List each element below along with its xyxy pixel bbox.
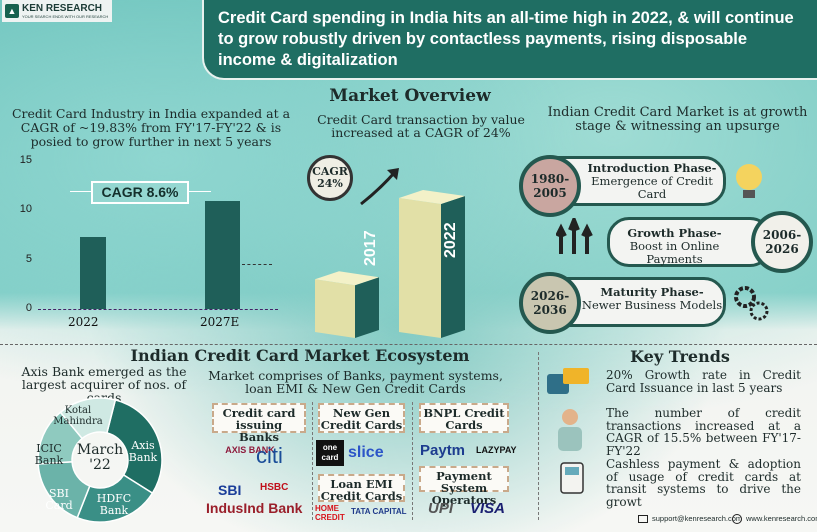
box-bnpl-cards: BNPL Credit Cards bbox=[419, 403, 509, 433]
brand-lazypay: LAZYPAY bbox=[476, 445, 517, 455]
growth-arrows-icon bbox=[556, 218, 593, 254]
donut-label-sbi: SBI Card bbox=[45, 487, 73, 512]
brand-citi: citi bbox=[256, 443, 283, 468]
y-tick-10: 10 bbox=[19, 203, 32, 215]
transaction-cagr-text: Credit Card transaction by value increas… bbox=[317, 112, 525, 140]
bar-top bbox=[399, 190, 465, 204]
person-phone-icon bbox=[558, 409, 582, 451]
ecosystem-title: Indian Credit Card Market Ecosystem bbox=[130, 346, 470, 365]
x-label-2022: 2022 bbox=[68, 315, 99, 329]
ken-research-logo: ▲ KEN RESEARCH YOUR SEARCH ENDS WITH OUR… bbox=[2, 0, 112, 22]
donut-label-icic: ICIC Bank bbox=[34, 442, 64, 467]
brand-onecard: one card bbox=[316, 440, 344, 466]
brand-paytm: Paytm bbox=[420, 442, 466, 459]
bar-2027e bbox=[205, 201, 240, 309]
y-tick-5: 5 bbox=[25, 253, 32, 265]
box-loan-emi: Loan EMI Credit Cards bbox=[318, 474, 405, 502]
cagr-annotation: CAGR 8.6% bbox=[91, 181, 189, 204]
brand-axis-bank: AXIS BANK bbox=[225, 445, 275, 455]
donut-slice bbox=[76, 473, 154, 523]
phase-desc: Newer Business Models bbox=[581, 298, 723, 312]
card-terminal-icon bbox=[560, 462, 584, 494]
trend-item-1: 20% Growth rate in Credit Card Issuance … bbox=[606, 368, 801, 395]
gears-icon bbox=[734, 286, 769, 321]
phase-growth: Growth Phase- Boost in Online Payments bbox=[607, 217, 772, 267]
phase-title: Maturity Phase- bbox=[600, 285, 704, 299]
brand-slice: slice bbox=[348, 444, 384, 461]
bar-top bbox=[315, 271, 379, 286]
brand-upi: UPI bbox=[428, 500, 454, 517]
key-trends-title: Key Trends bbox=[630, 347, 730, 366]
bar-face bbox=[315, 279, 355, 338]
box-newgen-cards: New Gen Credit Cards bbox=[318, 403, 405, 433]
bar-2022-transactions bbox=[399, 190, 465, 338]
market-size-chart: 15 10 5 0 2022 2027E bbox=[0, 152, 300, 342]
phase-years-2006: 2006-2026 bbox=[751, 211, 813, 273]
donut-label-kotak: Kotal Mahindra bbox=[53, 405, 103, 427]
growth-stage-text: Indian Credit Card Market is at growth s… bbox=[547, 105, 808, 134]
lightbulb-icon bbox=[736, 164, 762, 198]
bar-2017 bbox=[315, 271, 379, 338]
logo-mark-icon: ▲ bbox=[5, 4, 19, 18]
brand-sbi: SBI bbox=[218, 482, 242, 498]
bar-side bbox=[441, 196, 465, 338]
trend-item-2: The number of credit transactions increa… bbox=[606, 406, 801, 458]
trend-item-3: Cashless payment & adoption of usage of … bbox=[606, 457, 801, 509]
email-icon bbox=[638, 515, 648, 523]
box-payment-operators: Payment System Operators bbox=[419, 466, 509, 506]
brand-home-credit: HOME CREDIT bbox=[315, 504, 345, 522]
bar-label-2017: 2017 bbox=[362, 230, 379, 266]
brand-visa: VISA bbox=[470, 500, 506, 517]
transaction-value-chart: CAGR 24% 2017 2022 bbox=[307, 150, 482, 340]
footer-website[interactable]: www.kenresearch.com bbox=[746, 514, 817, 523]
donut-label-axis: Axis Bank bbox=[128, 439, 158, 464]
globe-icon bbox=[732, 514, 742, 524]
box-issuing-banks: Credit card issuing Banks bbox=[212, 403, 306, 443]
phase-desc: Boost in Online Payments bbox=[629, 239, 720, 266]
phase-desc: Emergence of Credit Card bbox=[591, 174, 713, 201]
brand-tata-capital: TATA CAPITAL bbox=[351, 507, 407, 516]
donut-slice bbox=[59, 397, 117, 440]
donut-label-hdfc: HDFC Bank bbox=[96, 492, 132, 517]
bar-2022 bbox=[80, 237, 106, 309]
ecosystem-comprises-text: Market comprises of Banks, payment syste… bbox=[208, 368, 503, 396]
axis-acquirer-text: Axis Bank emerged as the largest acquire… bbox=[21, 364, 187, 404]
bar-face bbox=[399, 198, 441, 338]
donut-center-label: March '22 bbox=[76, 442, 124, 473]
phase-title: Introduction Phase- bbox=[587, 161, 717, 175]
donut-slice bbox=[106, 399, 163, 495]
card-share-donut bbox=[37, 397, 163, 523]
growth-arrow-icon bbox=[360, 168, 399, 206]
cagr-24-label: CAGR 24% bbox=[312, 165, 348, 190]
logo-tagline: YOUR SEARCH ENDS WITH OUR RESEARCH bbox=[22, 13, 109, 19]
card-reader-icon bbox=[547, 368, 589, 394]
cagr-24-badge: CAGR 24% bbox=[307, 155, 353, 201]
market-overview-title: Market Overview bbox=[329, 86, 491, 106]
footer-email[interactable]: support@kenresearch.com bbox=[652, 514, 743, 523]
y-tick-15: 15 bbox=[19, 154, 32, 166]
brand-indusind: IndusInd Bank bbox=[206, 500, 303, 516]
y-tick-0: 0 bbox=[25, 302, 32, 314]
phase-years-1980: 1980-2005 bbox=[519, 155, 581, 217]
logo-text: KEN RESEARCH bbox=[22, 2, 103, 14]
headline-text: Credit Card spending in India hits an al… bbox=[218, 9, 794, 69]
phase-years-2026: 2026-2036 bbox=[519, 272, 581, 334]
x-label-2027e: 2027E bbox=[200, 315, 240, 329]
headline-banner: Credit Card spending in India hits an al… bbox=[202, 0, 817, 80]
bar-side bbox=[355, 277, 379, 338]
brand-hsbc: HSBC bbox=[260, 482, 289, 493]
phase-title: Growth Phase- bbox=[627, 226, 722, 240]
bar-label-2022: 2022 bbox=[442, 222, 459, 258]
industry-cagr-text: Credit Card Industry in India expanded a… bbox=[11, 106, 291, 149]
